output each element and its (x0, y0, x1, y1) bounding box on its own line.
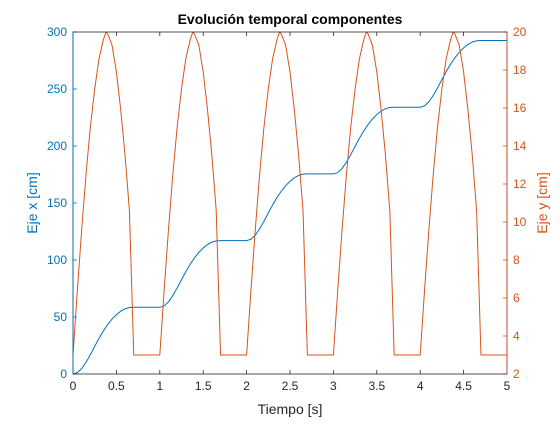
x-tick-label: 3.5 (368, 379, 385, 393)
x-tick-label: 1.5 (195, 379, 212, 393)
x-tick-label: 3 (330, 379, 337, 393)
x-tick-label: 5 (504, 379, 511, 393)
right-tick-label: 8 (513, 253, 520, 267)
left-tick-label: 300 (47, 25, 67, 39)
x-tick-label: 0 (70, 379, 77, 393)
x-tick-label: 0.5 (108, 379, 125, 393)
left-tick-label: 150 (47, 196, 67, 210)
chart-title: Evolución temporal componentes (178, 11, 403, 27)
left-tick-label: 50 (54, 310, 68, 324)
plot-background (73, 32, 507, 374)
left-tick-label: 100 (47, 253, 67, 267)
right-tick-label: 12 (513, 177, 527, 191)
left-axis-ticks: 0 50 100 150 200 250 300 (47, 25, 77, 381)
right-tick-label: 14 (513, 139, 527, 153)
right-tick-label: 10 (513, 215, 527, 229)
right-axis-ticks: 2 4 6 8 10 12 14 16 18 20 (503, 25, 527, 381)
x-tick-label: 4.5 (455, 379, 472, 393)
left-axis-label: Eje x [cm] (24, 172, 40, 233)
right-tick-label: 4 (513, 329, 520, 343)
series-line-eje-x (72, 40, 507, 375)
x-tick-label: 4 (417, 379, 424, 393)
x-tick-label: 2 (243, 379, 250, 393)
right-axis-label: Eje y [cm] (534, 172, 550, 233)
left-tick-label: 200 (47, 139, 67, 153)
left-tick-label: 250 (47, 82, 67, 96)
x-tick-label: 1 (156, 379, 163, 393)
x-axis-ticks: 0 0.5 1 1.5 2 2.5 3 3.5 4 4.5 5 (70, 32, 511, 393)
right-tick-label: 6 (513, 291, 520, 305)
right-tick-label: 2 (513, 367, 520, 381)
right-tick-label: 18 (513, 63, 527, 77)
left-tick-label: 0 (60, 367, 67, 381)
x-tick-label: 2.5 (282, 379, 299, 393)
x-axis-label: Tiempo [s] (258, 401, 323, 417)
right-tick-label: 20 (513, 25, 527, 39)
right-tick-label: 16 (513, 101, 527, 115)
